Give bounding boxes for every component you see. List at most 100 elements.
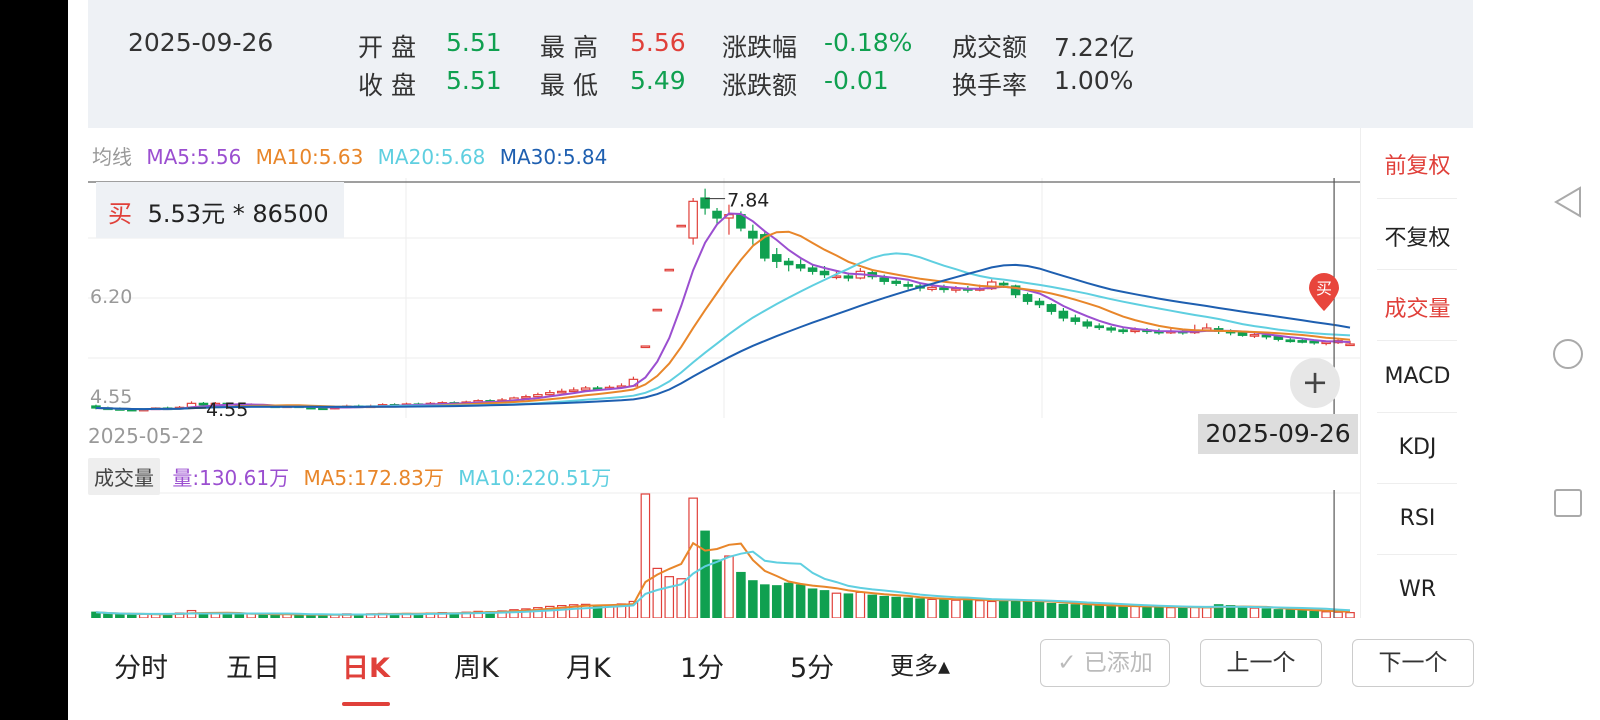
ma10-legend: MA10:5.63 — [255, 145, 364, 169]
volume-bar — [915, 598, 925, 618]
volume-bar — [545, 605, 555, 618]
candle-body — [1297, 340, 1308, 343]
added-button[interactable]: ✓ 已添加 — [1040, 639, 1170, 687]
tab-wuri[interactable]: 五日 — [226, 653, 280, 684]
volume-ma5: MA5:172.83万 — [303, 466, 444, 490]
volume-bar — [1249, 607, 1260, 618]
volume-bar — [1058, 603, 1069, 618]
volume-bar — [1261, 608, 1272, 618]
side-item-wr[interactable]: WR — [1398, 577, 1437, 602]
volume-ma10: MA10:220.51万 — [458, 466, 612, 490]
volume-bar — [831, 592, 842, 618]
volume-legend: 成交量 量:130.61万 MA5:172.83万 MA10:220.51万 — [88, 458, 611, 495]
side-item-fq[interactable]: 前复权 — [1384, 154, 1451, 179]
check-icon: ✓ — [1057, 650, 1077, 676]
side-item-volume[interactable]: 成交量 — [1384, 297, 1451, 322]
tab-zhouk[interactable]: 周K — [454, 653, 499, 684]
change-pct-value: -0.18% — [824, 28, 913, 57]
cursor-date-tip: 2025-09-26 — [1198, 414, 1358, 454]
open-value: 5.51 — [446, 28, 502, 57]
volume-bar — [843, 593, 854, 618]
volume-bar — [819, 590, 830, 618]
volume-bar — [867, 594, 878, 618]
volume-chart[interactable] — [88, 490, 1360, 618]
prev-button[interactable]: 上一个 — [1200, 639, 1322, 687]
indicator-side-menu: 前复权 不复权 成交量 MACD KDJ RSI WR — [1360, 128, 1473, 618]
crosshair-plus-button[interactable]: + — [1290, 358, 1340, 408]
trade-side: 买 — [108, 200, 132, 228]
volume-tag[interactable]: 成交量 — [88, 458, 160, 495]
volume-bar — [1273, 609, 1284, 618]
candle-body — [1070, 317, 1081, 322]
candle-body — [640, 345, 651, 349]
candle-body — [1106, 327, 1116, 331]
buy-marker-icon[interactable]: 买 — [1307, 272, 1341, 312]
candle-body — [1010, 285, 1021, 296]
volume-bar — [736, 571, 746, 618]
volume-bar — [1321, 611, 1331, 618]
volume-bar — [1201, 607, 1212, 618]
high-label: 最 高 — [540, 33, 598, 62]
low-value: 5.49 — [630, 66, 686, 95]
candle-body — [843, 275, 854, 279]
tab-1min[interactable]: 1分 — [680, 653, 725, 684]
kline-chart[interactable]: 7.84 4.55 — [88, 178, 1360, 418]
candle-body — [1046, 304, 1057, 312]
candle-body — [688, 200, 698, 239]
side-item-kdj[interactable]: KDJ — [1398, 435, 1437, 460]
volume-bar — [127, 614, 137, 618]
candle-body — [1285, 339, 1296, 343]
ma30-legend: MA30:5.84 — [499, 145, 608, 169]
volume-bar — [1345, 612, 1355, 618]
volume-bar — [783, 582, 794, 618]
volume-bar — [975, 600, 985, 618]
side-item-bfq[interactable]: 不复权 — [1384, 226, 1451, 251]
volume-bar — [1285, 609, 1296, 618]
change-amt-label: 涨跌额 — [722, 71, 798, 100]
candle-body — [1034, 300, 1045, 306]
home-icon[interactable] — [1552, 338, 1584, 370]
candle-body — [1058, 310, 1069, 319]
volume-bar — [1010, 599, 1021, 618]
candle-body — [652, 308, 663, 312]
ma5-legend: MA5:5.56 — [146, 145, 242, 169]
volume-bar — [1022, 600, 1033, 618]
candle-body — [568, 389, 579, 393]
volume-ma10-line — [95, 550, 1351, 616]
volume-value: 量:130.61万 — [172, 466, 290, 490]
back-icon[interactable] — [1552, 185, 1584, 219]
next-button[interactable]: 下一个 — [1352, 639, 1474, 687]
volume-bar — [628, 600, 639, 618]
candle-body — [891, 280, 901, 284]
volume-bar — [1237, 606, 1248, 618]
tab-5min[interactable]: 5分 — [790, 653, 835, 684]
recents-icon[interactable] — [1553, 488, 1583, 518]
trade-text: 5.53元 * 86500 — [147, 200, 329, 228]
volume-bar — [103, 613, 113, 618]
volume-bar — [748, 580, 758, 618]
tab-rik[interactable]: 日K — [342, 653, 390, 684]
ma5-line — [95, 212, 1351, 411]
tab-yuek[interactable]: 月K — [566, 653, 611, 684]
ma10-line — [95, 230, 1351, 411]
side-item-rsi[interactable]: RSI — [1399, 506, 1436, 531]
close-label: 收 盘 — [358, 71, 416, 100]
high-value: 5.56 — [630, 28, 686, 57]
volume-bar — [795, 584, 806, 618]
trade-info-box: 买 5.53元 * 86500 — [96, 182, 344, 238]
candle-body — [1130, 329, 1140, 333]
left-black-margin — [0, 0, 68, 720]
volume-bar — [1034, 601, 1045, 618]
tab-fenshi[interactable]: 分时 — [114, 653, 168, 684]
tab-more[interactable]: 更多▴ — [890, 652, 951, 680]
start-date-label: 2025-05-22 — [88, 424, 205, 448]
volume-bar — [1046, 602, 1057, 618]
volume-bar — [903, 597, 913, 618]
side-item-macd[interactable]: MACD — [1384, 364, 1451, 389]
volume-bar — [652, 567, 663, 618]
volume-bar — [963, 597, 973, 618]
turnover-label: 成交额 — [952, 33, 1028, 62]
volume-bar — [986, 600, 997, 618]
turnover-rate-label: 换手率 — [952, 71, 1028, 100]
turnover-value: 7.22亿 — [1054, 33, 1135, 62]
